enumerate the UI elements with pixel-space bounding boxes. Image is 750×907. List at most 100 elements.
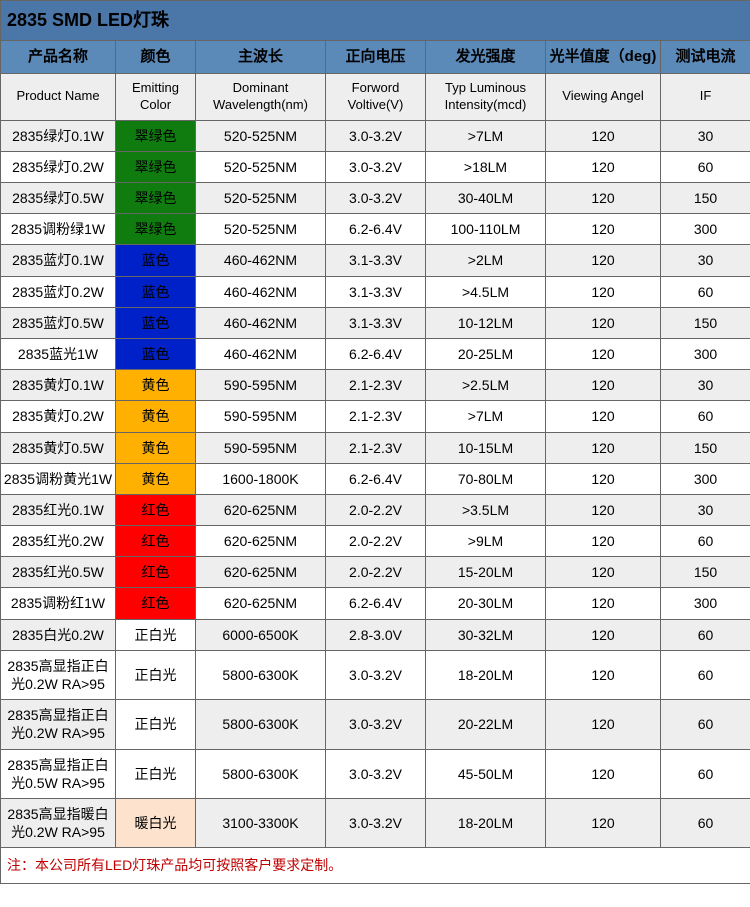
cell-current: 150 <box>661 432 750 463</box>
cell-voltage: 6.2-6.4V <box>326 463 426 494</box>
cell-current: 30 <box>661 370 750 401</box>
cell-current: 300 <box>661 463 750 494</box>
table-row: 2835红光0.2W红色620-625NM2.0-2.2V>9LM12060 <box>1 526 750 557</box>
cell-product-name: 2835蓝灯0.2W <box>1 276 116 307</box>
cell-intensity: 45-50LM <box>426 749 546 798</box>
page-title: 2835 SMD LED灯珠 <box>1 1 750 41</box>
cell-color: 红色 <box>116 526 196 557</box>
cell-current: 30 <box>661 245 750 276</box>
cell-current: 60 <box>661 401 750 432</box>
cell-angle: 120 <box>546 370 661 401</box>
cell-current: 300 <box>661 338 750 369</box>
cell-intensity: 20-25LM <box>426 338 546 369</box>
cell-wavelength: 460-462NM <box>196 276 326 307</box>
cell-color: 翠绿色 <box>116 120 196 151</box>
cell-product-name: 2835调粉红1W <box>1 588 116 619</box>
cell-color: 黄色 <box>116 432 196 463</box>
cell-angle: 120 <box>546 700 661 749</box>
col-header-name-cn: 产品名称 <box>1 41 116 74</box>
cell-color: 正白光 <box>116 650 196 699</box>
cell-wavelength: 590-595NM <box>196 401 326 432</box>
cell-voltage: 3.1-3.3V <box>326 276 426 307</box>
cell-current: 60 <box>661 619 750 650</box>
col-header-current-en: IF <box>661 73 750 120</box>
cell-voltage: 3.0-3.2V <box>326 798 426 847</box>
table-row: 2835蓝灯0.5W蓝色460-462NM3.1-3.3V10-12LM1201… <box>1 307 750 338</box>
table-row: 2835黄灯0.2W黄色590-595NM2.1-2.3V>7LM12060 <box>1 401 750 432</box>
cell-color: 蓝色 <box>116 276 196 307</box>
cell-voltage: 6.2-6.4V <box>326 214 426 245</box>
cell-voltage: 3.0-3.2V <box>326 749 426 798</box>
cell-color: 蓝色 <box>116 245 196 276</box>
col-header-wavelength-cn: 主波长 <box>196 41 326 74</box>
cell-wavelength: 1600-1800K <box>196 463 326 494</box>
cell-voltage: 3.0-3.2V <box>326 120 426 151</box>
cell-product-name: 2835绿灯0.2W <box>1 151 116 182</box>
cell-voltage: 3.0-3.2V <box>326 650 426 699</box>
cell-angle: 120 <box>546 494 661 525</box>
led-spec-table: 2835 SMD LED灯珠 产品名称 颜色 主波长 正向电压 发光强度 光半值… <box>0 0 750 884</box>
table-row: 2835调粉绿1W翠绿色520-525NM6.2-6.4V100-110LM12… <box>1 214 750 245</box>
cell-intensity: >2.5LM <box>426 370 546 401</box>
table-row: 2835绿灯0.5W翠绿色520-525NM3.0-3.2V30-40LM120… <box>1 183 750 214</box>
table-row: 2835高显指正白光0.5W RA>95正白光5800-6300K3.0-3.2… <box>1 749 750 798</box>
cell-angle: 120 <box>546 276 661 307</box>
cell-color: 蓝色 <box>116 307 196 338</box>
table-row: 2835红光0.5W红色620-625NM2.0-2.2V15-20LM1201… <box>1 557 750 588</box>
cell-current: 300 <box>661 588 750 619</box>
cell-intensity: 30-32LM <box>426 619 546 650</box>
col-header-current-cn: 测试电流 <box>661 41 750 74</box>
cell-voltage: 6.2-6.4V <box>326 338 426 369</box>
cell-wavelength: 6000-6500K <box>196 619 326 650</box>
cell-angle: 120 <box>546 307 661 338</box>
cell-color: 蓝色 <box>116 338 196 369</box>
cell-angle: 120 <box>546 401 661 432</box>
cell-current: 150 <box>661 307 750 338</box>
cell-wavelength: 3100-3300K <box>196 798 326 847</box>
cell-voltage: 2.1-2.3V <box>326 401 426 432</box>
cell-wavelength: 520-525NM <box>196 120 326 151</box>
cell-color: 正白光 <box>116 619 196 650</box>
cell-intensity: 10-12LM <box>426 307 546 338</box>
cell-intensity: 20-22LM <box>426 700 546 749</box>
table-row: 2835绿灯0.2W翠绿色520-525NM3.0-3.2V>18LM12060 <box>1 151 750 182</box>
cell-wavelength: 5800-6300K <box>196 700 326 749</box>
cell-voltage: 2.1-2.3V <box>326 370 426 401</box>
cell-color: 翠绿色 <box>116 183 196 214</box>
col-header-color-cn: 颜色 <box>116 41 196 74</box>
table-row: 2835蓝光1W蓝色460-462NM6.2-6.4V20-25LM120300 <box>1 338 750 369</box>
cell-product-name: 2835高显指正白光0.2W RA>95 <box>1 650 116 699</box>
cell-current: 60 <box>661 749 750 798</box>
cell-wavelength: 460-462NM <box>196 245 326 276</box>
cell-current: 300 <box>661 214 750 245</box>
cell-intensity: >3.5LM <box>426 494 546 525</box>
cell-intensity: >2LM <box>426 245 546 276</box>
cell-product-name: 2835调粉绿1W <box>1 214 116 245</box>
cell-color: 红色 <box>116 588 196 619</box>
cell-voltage: 3.1-3.3V <box>326 307 426 338</box>
cell-color: 红色 <box>116 494 196 525</box>
cell-product-name: 2835红光0.5W <box>1 557 116 588</box>
cell-color: 黄色 <box>116 370 196 401</box>
cell-voltage: 2.0-2.2V <box>326 557 426 588</box>
cell-current: 60 <box>661 526 750 557</box>
cell-angle: 120 <box>546 588 661 619</box>
cell-wavelength: 620-625NM <box>196 494 326 525</box>
cell-voltage: 2.8-3.0V <box>326 619 426 650</box>
cell-current: 60 <box>661 650 750 699</box>
cell-angle: 120 <box>546 214 661 245</box>
table-row: 2835黄灯0.5W黄色590-595NM2.1-2.3V10-15LM1201… <box>1 432 750 463</box>
cell-color: 翠绿色 <box>116 214 196 245</box>
cell-wavelength: 460-462NM <box>196 307 326 338</box>
cell-product-name: 2835蓝灯0.1W <box>1 245 116 276</box>
cell-product-name: 2835绿灯0.5W <box>1 183 116 214</box>
cell-product-name: 2835高显指正白光0.5W RA>95 <box>1 749 116 798</box>
cell-intensity: >7LM <box>426 401 546 432</box>
cell-current: 30 <box>661 120 750 151</box>
cell-color: 黄色 <box>116 463 196 494</box>
col-header-wavelength-en: Dominant Wavelength(nm) <box>196 73 326 120</box>
table-row: 2835黄灯0.1W黄色590-595NM2.1-2.3V>2.5LM12030 <box>1 370 750 401</box>
cell-wavelength: 520-525NM <box>196 183 326 214</box>
cell-current: 150 <box>661 183 750 214</box>
table-row: 2835红光0.1W红色620-625NM2.0-2.2V>3.5LM12030 <box>1 494 750 525</box>
